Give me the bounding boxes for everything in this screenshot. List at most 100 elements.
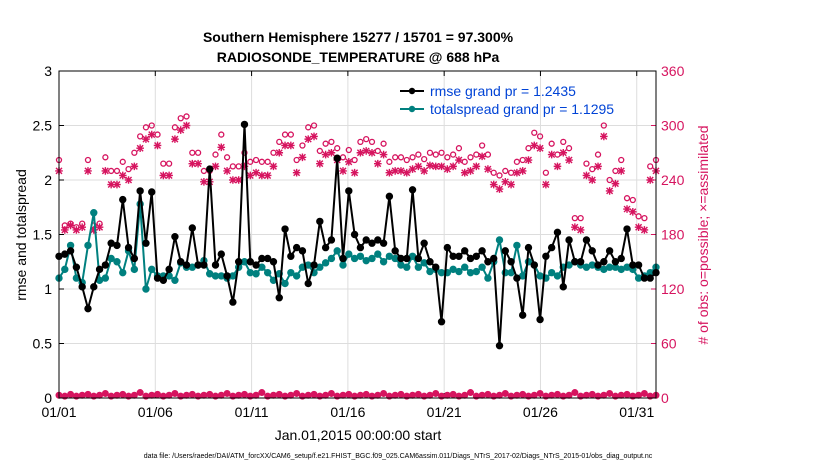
- totalspread-point: [171, 276, 179, 284]
- rmse-point: [321, 243, 330, 252]
- obs-possible-point: [102, 154, 109, 161]
- obs-possible-point: [328, 138, 335, 146]
- rmse-point: [547, 243, 556, 252]
- y-axis-left-label: rmse and totalspread: [13, 169, 29, 301]
- obs-near-zero-point: [136, 389, 144, 397]
- obs-possible-point: [136, 133, 144, 140]
- obs-possible-point: [386, 158, 393, 165]
- totalspread-point: [84, 241, 92, 250]
- obs-assimilated-point: [507, 180, 515, 189]
- rmse-point: [165, 265, 173, 274]
- rmse-point: [90, 283, 98, 291]
- rmse-point: [217, 250, 225, 258]
- y-right-tick-label: 0: [661, 390, 669, 406]
- obs-near-zero-point: [171, 389, 179, 397]
- rmse-point: [432, 263, 440, 271]
- rmse-point: [379, 239, 388, 247]
- legend-label-spread: totalspread grand pr = 1.1295: [430, 101, 614, 117]
- obs-possible-point: [148, 122, 155, 129]
- obs-assimilated-point: [489, 180, 498, 189]
- totalspread-point: [420, 259, 428, 267]
- obs-possible-point: [496, 172, 503, 179]
- rmse-point: [211, 261, 220, 269]
- rmse-point: [374, 236, 382, 244]
- totalspread-point: [113, 258, 121, 266]
- rmse-point: [136, 187, 144, 195]
- rmse-point: [298, 247, 307, 255]
- totalspread-point: [321, 259, 330, 267]
- obs-near-zero-point: [78, 391, 86, 399]
- x-tick-label: 01/11: [235, 404, 269, 420]
- rmse-point: [501, 247, 510, 255]
- obs-assimilated-point: [217, 143, 226, 152]
- obs-possible-point: [229, 163, 237, 170]
- x-tick-label: 01/06: [138, 404, 173, 420]
- obs-near-zero-point: [467, 389, 475, 397]
- obs-near-zero-point: [183, 391, 191, 399]
- obs-possible-point: [270, 149, 277, 156]
- obs-possible-point: [444, 154, 451, 161]
- obs-assimilated-point: [240, 162, 249, 171]
- obs-assimilated-point: [443, 165, 452, 173]
- rmse-point: [542, 252, 550, 260]
- obs-possible-point: [177, 115, 184, 122]
- obs-near-zero-point: [397, 390, 405, 398]
- obs-assimilated-point: [449, 162, 457, 171]
- obs-possible-point: [171, 124, 179, 131]
- obs-assimilated-point: [362, 147, 370, 155]
- obs-possible-point: [525, 145, 532, 152]
- obs-assimilated-point: [408, 165, 417, 173]
- obs-near-zero-point: [356, 391, 364, 399]
- obs-possible-point: [531, 129, 538, 136]
- obs-near-zero-point: [501, 389, 509, 397]
- rmse-point: [426, 258, 434, 266]
- obs-assimilated-point: [495, 185, 504, 193]
- obs-near-zero-point: [426, 391, 434, 399]
- totalspread-point: [339, 261, 347, 269]
- obs-possible-point: [281, 131, 289, 138]
- obs-near-zero-point: [130, 391, 138, 399]
- obs-assimilated-point: [229, 176, 237, 184]
- rmse-point: [414, 254, 423, 263]
- obs-assimilated-point: [84, 167, 92, 175]
- rmse-point: [171, 232, 179, 241]
- totalspread-point: [495, 236, 504, 244]
- totalspread-point: [148, 265, 156, 274]
- rmse-point: [408, 186, 417, 194]
- obs-assimilated-point: [281, 141, 289, 150]
- rmse-point: [339, 254, 347, 263]
- obs-possible-point: [223, 154, 231, 161]
- rmse-point: [316, 217, 324, 226]
- rmse-point: [84, 304, 92, 313]
- y-left-tick-label: 0: [44, 390, 52, 406]
- obs-possible-point: [165, 160, 173, 167]
- obs-possible-point: [322, 140, 329, 147]
- obs-assimilated-point: [414, 162, 423, 171]
- obs-possible-point: [264, 158, 271, 165]
- obs-near-zero-point: [588, 390, 596, 398]
- obs-possible-point: [310, 122, 318, 129]
- rmse-point: [66, 247, 75, 255]
- rmse-point: [594, 261, 602, 269]
- obs-near-zero-point: [600, 391, 608, 399]
- obs-possible-point: [368, 138, 376, 146]
- obs-near-zero-point: [252, 391, 260, 399]
- obs-near-zero-point: [217, 391, 225, 399]
- rmse-point: [420, 239, 428, 247]
- totalspread-point: [281, 279, 289, 288]
- obs-assimilated-point: [640, 226, 649, 234]
- obs-near-zero-point: [391, 391, 399, 399]
- obs-assimilated-point: [258, 171, 266, 180]
- obs-possible-point: [183, 113, 190, 120]
- obs-possible-point: [641, 214, 648, 222]
- obs-assimilated-point: [582, 171, 591, 180]
- rmse-point: [333, 154, 341, 162]
- obs-near-zero-point: [640, 389, 648, 397]
- obs-possible-point: [397, 154, 405, 161]
- rmse-point: [246, 258, 254, 266]
- obs-assimilated-point: [426, 161, 434, 170]
- obs-possible-point: [618, 156, 625, 164]
- obs-assimilated-point: [391, 167, 399, 175]
- obs-near-zero-point: [310, 390, 318, 398]
